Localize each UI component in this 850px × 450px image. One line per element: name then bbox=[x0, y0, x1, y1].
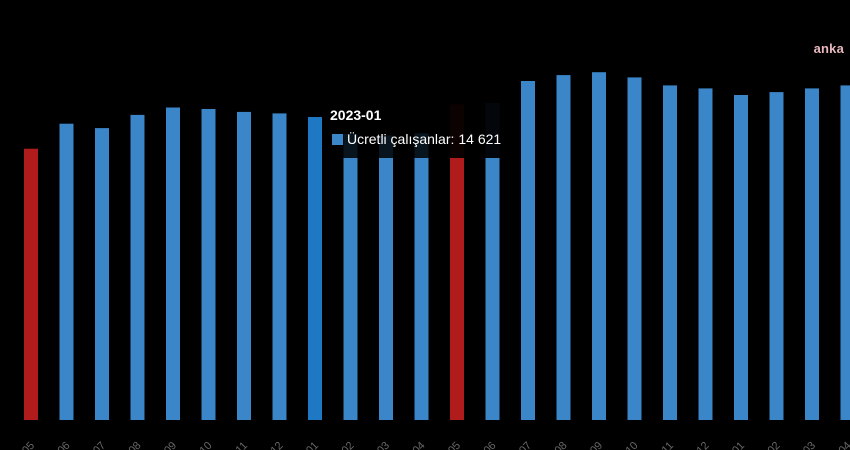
bar-6[interactable] bbox=[237, 111, 251, 421]
bar-12[interactable] bbox=[450, 104, 464, 420]
bar-20[interactable] bbox=[734, 95, 748, 420]
x-axis-ticks: 05 06 07 08 09 10 11 12 01 02 03 04 05 06 07 08 09 10 11 12… bbox=[20, 440, 850, 450]
bar-4[interactable] bbox=[166, 107, 180, 421]
x-tick-label-4: 09 bbox=[162, 440, 179, 450]
bar-11[interactable] bbox=[414, 133, 429, 420]
bar-2[interactable] bbox=[95, 128, 109, 420]
x-tick-label-17: 10 bbox=[623, 440, 640, 450]
bar-23[interactable] bbox=[840, 85, 850, 421]
tooltip-series-label: Ücretli çalışanlar: bbox=[347, 131, 455, 147]
bar-1[interactable] bbox=[59, 123, 74, 420]
x-tick-label-0: 05 bbox=[20, 440, 37, 450]
legend-swatch bbox=[332, 133, 343, 145]
bar-21[interactable] bbox=[769, 92, 784, 420]
x-tick-label-5: 10 bbox=[197, 440, 214, 450]
bar-8[interactable] bbox=[308, 117, 322, 420]
x-tick-label-2: 07 bbox=[91, 440, 108, 450]
tooltip-row: Ücretli çalışanlar: 14 621 bbox=[332, 131, 501, 147]
brand-logo: anka bbox=[813, 41, 844, 56]
tooltip: 2023-01 Ücretli çalışanlar: 14 621 bbox=[322, 100, 520, 158]
x-tick-label-13: 06 bbox=[481, 440, 498, 450]
bar-13[interactable] bbox=[485, 103, 500, 420]
bar-19[interactable] bbox=[698, 88, 713, 421]
bar-10[interactable] bbox=[379, 135, 393, 420]
bar-15[interactable] bbox=[556, 75, 571, 420]
tooltip-value: 14 621 bbox=[458, 131, 502, 147]
x-tick-label-12: 05 bbox=[446, 440, 463, 450]
x-tick-label-9: 02 bbox=[339, 440, 356, 450]
x-tick-label-19: 12 bbox=[694, 440, 711, 450]
x-tick-label-6: 11 bbox=[234, 440, 251, 450]
x-tick-label-3: 08 bbox=[126, 440, 143, 450]
bar-14[interactable] bbox=[521, 81, 535, 420]
x-tick-label-21: 02 bbox=[765, 440, 782, 450]
bar-22[interactable] bbox=[805, 88, 819, 421]
x-tick-label-8: 01 bbox=[304, 440, 321, 450]
x-tick-label-22: 03 bbox=[801, 440, 818, 450]
bar-18[interactable] bbox=[663, 85, 677, 421]
bar-0[interactable] bbox=[24, 148, 38, 420]
bar-3[interactable] bbox=[130, 114, 145, 421]
x-tick-label-7: 12 bbox=[268, 440, 285, 450]
x-tick-label-1: 06 bbox=[55, 440, 72, 450]
x-tick-label-16: 09 bbox=[588, 440, 605, 450]
x-tick-label-11: 04 bbox=[410, 440, 427, 450]
x-tick-label-23: 04 bbox=[836, 440, 850, 450]
bar-16[interactable] bbox=[592, 72, 606, 420]
x-tick-label-20: 01 bbox=[730, 440, 747, 450]
x-tick-label-10: 03 bbox=[375, 440, 392, 450]
bar-7[interactable] bbox=[272, 113, 287, 421]
x-tick-label-15: 08 bbox=[552, 440, 569, 450]
bar-17[interactable] bbox=[627, 77, 642, 421]
bar-9[interactable] bbox=[343, 134, 358, 420]
bar-5[interactable] bbox=[201, 109, 216, 420]
x-tick-label-18: 11 bbox=[660, 440, 677, 450]
x-tick-label-14: 07 bbox=[517, 440, 534, 450]
tooltip-title: 2023-01 bbox=[330, 107, 382, 123]
